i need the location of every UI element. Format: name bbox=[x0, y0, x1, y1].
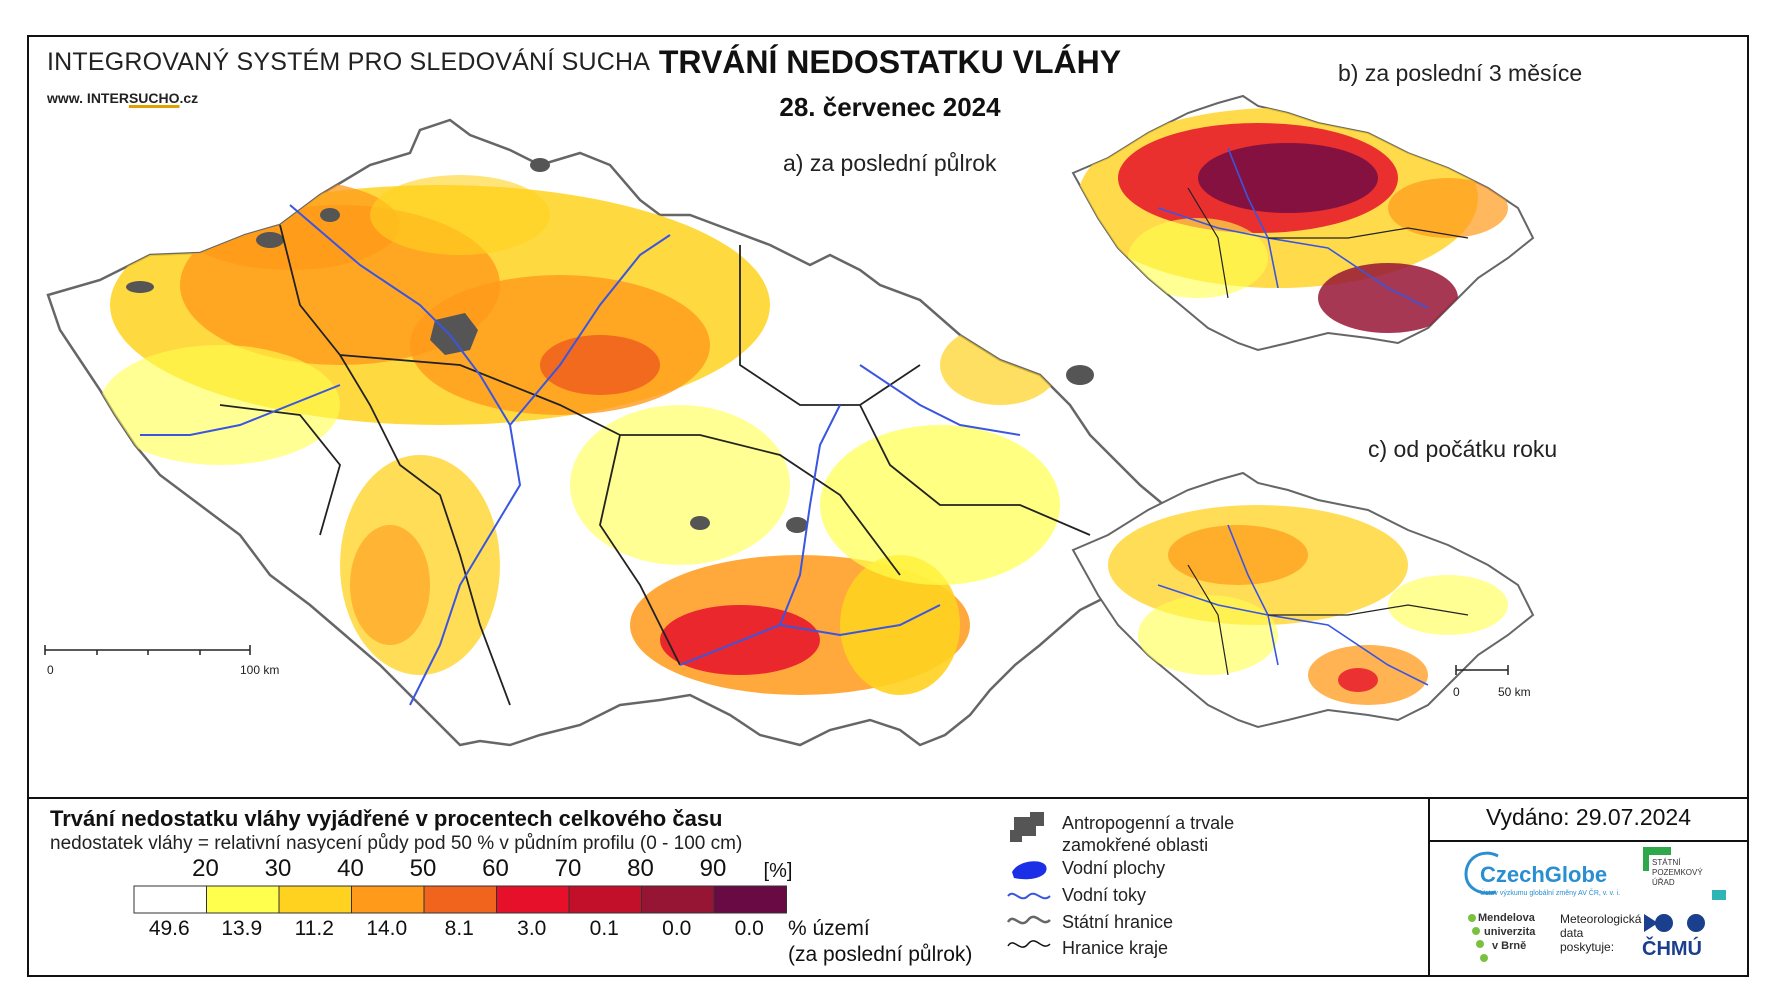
legend-threshold-label: 70 bbox=[554, 855, 582, 882]
legend-class-swatch bbox=[351, 885, 425, 914]
legend-threshold-label: 30 bbox=[264, 855, 292, 882]
legend-threshold-label: 20 bbox=[192, 855, 219, 882]
legend-class-percent: 11.2 bbox=[294, 917, 334, 940]
map-c bbox=[1071, 471, 1535, 729]
legend-class-swatch bbox=[278, 885, 352, 914]
met-data-label: Meteorologická data poskytuje: bbox=[1560, 912, 1642, 954]
legend-threshold-label: 60 bbox=[482, 855, 509, 882]
spu-logo-bar bbox=[1643, 847, 1671, 855]
map-a bbox=[44, 118, 1190, 747]
legend-threshold-label: 40 bbox=[337, 855, 364, 882]
map-a-scale-zero: 0 bbox=[47, 663, 54, 677]
spu-logo: STÁTNÍ POZEMKOVÝ ÚŘAD bbox=[1652, 858, 1703, 887]
map-a-scale-end: 100 km bbox=[240, 663, 280, 677]
legend-subtitle: nedostatek vláhy = relativní nasycení pů… bbox=[50, 833, 743, 854]
map-c-scale-zero: 0 bbox=[1453, 685, 1460, 699]
symbol-legend-icons bbox=[1006, 812, 1051, 948]
legend-class-swatch bbox=[713, 885, 787, 914]
legend-class-percent: 49.6 bbox=[148, 917, 190, 940]
legend-class-swatch bbox=[568, 885, 642, 914]
river-icon bbox=[1007, 892, 1051, 900]
chmu-logo-icon bbox=[1644, 914, 1705, 932]
legend-water-label: Vodní plochy bbox=[1062, 858, 1166, 878]
urban-area-icon bbox=[1010, 812, 1044, 842]
czechglobe-logo-icon bbox=[1464, 851, 1499, 895]
legend-class-percent: 3.0 bbox=[517, 917, 547, 940]
chmu-logo: ČHMÚ bbox=[1642, 938, 1702, 960]
pct-caption-2: (za poslední půlrok) bbox=[788, 943, 973, 966]
legend-class-percent: 8.1 bbox=[444, 917, 474, 940]
legend-class-swatch bbox=[496, 885, 570, 914]
legend-class-percent: 14.0 bbox=[366, 917, 408, 940]
state-border-icon bbox=[1006, 915, 1051, 925]
legend-class-percent: 0.0 bbox=[662, 917, 692, 940]
mendelu-logo: Mendelova univerzita v Brně bbox=[1478, 912, 1536, 952]
legend-threshold-label: 50 bbox=[409, 855, 437, 882]
map-b bbox=[1071, 94, 1535, 352]
issued-divider bbox=[1428, 840, 1749, 842]
czechglobe-logo: CzechGlobe bbox=[1480, 862, 1608, 887]
system-title: INTEGROVANÝ SYSTÉM PRO SLEDOVÁNÍ SUCHA bbox=[47, 48, 651, 76]
legend-unit: [%] bbox=[763, 860, 793, 882]
legend-class-swatch bbox=[206, 885, 280, 914]
legend-class-swatch bbox=[641, 885, 715, 914]
website-link[interactable]: www. INTERSUCHO.cz bbox=[47, 90, 199, 106]
region-border-icon bbox=[1007, 940, 1051, 948]
legend-state-border-label: Státní hranice bbox=[1062, 912, 1174, 932]
mendelu-logo-icon bbox=[1468, 914, 1488, 962]
legend-river-label: Vodní toky bbox=[1062, 885, 1147, 905]
legend-class-percent: 0.1 bbox=[589, 917, 619, 940]
legend-panel bbox=[27, 797, 1749, 977]
legend-class-percent: 0.0 bbox=[734, 917, 764, 940]
map-c-scale-end: 50 km bbox=[1498, 685, 1531, 699]
issued-panel bbox=[1428, 797, 1749, 977]
map-date: 28. červenec 2024 bbox=[779, 92, 1001, 122]
legend-class-swatch bbox=[133, 885, 207, 914]
map-b-label: b) za poslední 3 měsíce bbox=[1338, 60, 1583, 86]
legend-title: Trvání nedostatku vláhy vyjádřené v proc… bbox=[50, 806, 723, 831]
legend-urban-label: Antropogenní a trvale zamokřené oblasti bbox=[1062, 813, 1235, 855]
map-frame bbox=[27, 35, 1749, 977]
legend-class-swatch bbox=[423, 885, 497, 914]
spu-logo-bar-vertical bbox=[1643, 847, 1649, 871]
legend-class-percent: 13.9 bbox=[221, 917, 263, 940]
water-body-icon bbox=[1012, 861, 1047, 880]
issued-date: Vydáno: 29.07.2024 bbox=[1485, 804, 1692, 830]
legend-colorbar bbox=[133, 885, 787, 914]
legend-threshold-label: 80 bbox=[627, 855, 654, 882]
legend-threshold-label: 90 bbox=[699, 855, 727, 882]
czechglobe-subtitle: Ústav výzkumu globální změny AV ČR, v. v… bbox=[1480, 890, 1621, 897]
main-title: TRVÁNÍ NEDOSTATKU VLÁHY bbox=[658, 44, 1122, 80]
pct-caption-1: % území bbox=[788, 917, 870, 940]
map-c-label: c) od počátku roku bbox=[1368, 436, 1558, 462]
map-a-label: a) za poslední půlrok bbox=[783, 150, 997, 176]
spu-logo-square bbox=[1712, 890, 1726, 900]
legend-region-border-label: Hranice kraje bbox=[1062, 938, 1169, 958]
